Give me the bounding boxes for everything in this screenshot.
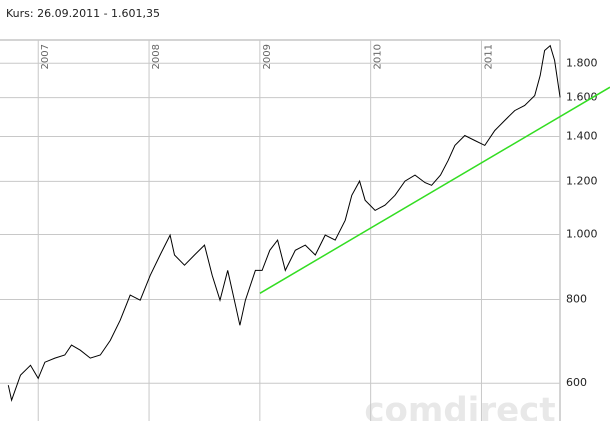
y-tick-label: 1.400 <box>566 129 598 142</box>
x-tick-label: 2009 <box>262 44 273 69</box>
y-tick-label: 1.600 <box>566 91 598 104</box>
y-tick-label: 1.800 <box>566 56 598 69</box>
x-tick-label: 2008 <box>151 44 162 69</box>
chart-title: Kurs: 26.09.2011 - 1.601,35 <box>6 7 160 20</box>
price-line <box>259 86 610 294</box>
y-tick-label: 1.200 <box>566 174 598 187</box>
y-tick-label: 1.000 <box>566 227 598 240</box>
x-tick-label: 2011 <box>483 44 494 69</box>
y-tick-label: 600 <box>566 376 587 389</box>
x-tick-label: 2007 <box>40 44 51 69</box>
price-line <box>7 44 561 403</box>
x-tick-label: 2010 <box>373 44 384 69</box>
watermark: comdirect <box>364 391 555 421</box>
y-tick-label: 800 <box>566 292 587 305</box>
